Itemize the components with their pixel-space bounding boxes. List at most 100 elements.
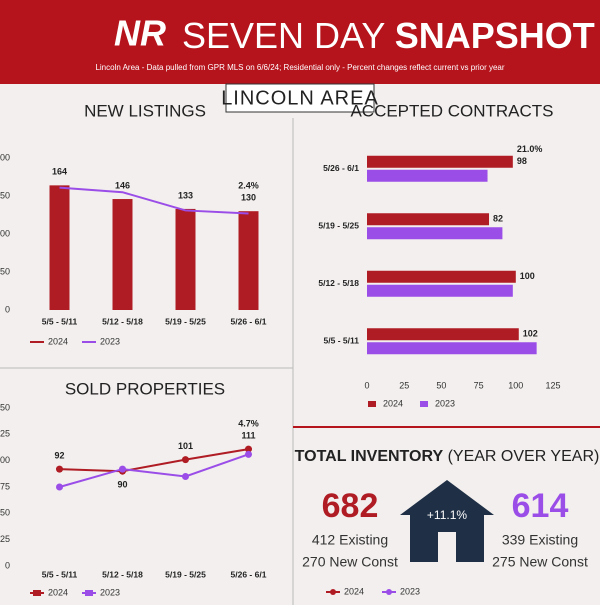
x-tick-label: 5/19 - 5/25 [165,316,206,326]
value-label: 102 [523,329,538,339]
annotation: 4.7% [238,418,259,428]
value-label: 146 [115,180,130,190]
bar [367,227,503,240]
legend-label: 2023 [100,587,120,597]
legend-label: 2024 [48,587,68,597]
bar [367,328,519,341]
value-label: 164 [52,167,67,177]
point [245,450,252,458]
inventory-title-light: (YEAR OVER YEAR) [448,448,600,465]
title: SEVEN DAY SNAPSHOT [182,15,595,56]
bar [49,185,70,310]
y-tick-label: 50 [0,508,10,518]
legend-label: 2023 [400,586,420,596]
value-label: 133 [178,190,193,200]
bar [367,284,513,297]
value-label: 111 [241,430,255,440]
x-tick-label: 25 [399,380,409,390]
x-tick-label: 5/19 - 5/25 [165,569,206,579]
bar [112,199,133,310]
x-tick-label: 100 [508,380,523,390]
inventory-new: 270 New Const [302,554,398,570]
legend-label: 2024 [344,586,364,596]
y-tick-label: 100 [0,455,10,465]
point [119,465,126,473]
y-tick-label: 5/26 - 6/1 [323,163,359,173]
y-tick-label: 25 [0,534,10,544]
x-tick-label: 5/12 - 5/18 [102,569,143,579]
line [59,186,249,215]
y-tick-label: 5/19 - 5/25 [318,221,359,231]
inventory-prior: 614 [512,487,569,525]
subtitle: Lincoln Area - Data pulled from GPR MLS … [95,63,504,72]
y-tick-label: 75 [0,481,10,491]
point [56,465,63,473]
point [182,456,189,464]
value-label: 82 [493,214,503,224]
x-tick-label: 5/5 - 5/11 [42,316,78,326]
value-label: 90 [117,480,127,490]
legend-swatch [330,589,336,595]
inventory-new: 275 New Const [492,554,588,570]
y-tick-label: 0 [5,304,10,314]
y-tick-label: 150 [0,402,10,412]
inventory-current: 682 [322,487,379,525]
inventory-title: TOTAL INVENTORY (YEAR OVER YEAR) [295,448,600,465]
legend-swatch [85,590,93,596]
y-tick-label: 200 [0,152,10,162]
inventory-existing: 339 Existing [502,532,578,548]
logo: NR [114,13,166,54]
y-tick-label: 125 [0,429,10,439]
y-tick-label: 5/12 - 5/18 [318,278,359,288]
legend-label: 2024 [48,336,68,346]
area-box [225,83,375,113]
x-tick-label: 125 [545,380,560,390]
point [56,483,63,491]
point [245,445,252,453]
annotation: 21.0% [517,144,543,154]
title-light: SEVEN DAY [182,15,385,56]
legend-swatch [368,401,376,407]
x-tick-label: 5/26 - 6/1 [231,316,267,326]
x-tick-label: 75 [474,380,484,390]
chart-title: SOLD PROPERTIES [65,379,225,398]
bar [367,213,490,226]
line [59,453,249,488]
annotation: 2.4% [238,181,259,191]
x-tick-label: 5/5 - 5/11 [42,569,78,579]
x-tick-label: 50 [436,380,446,390]
legend-label: 2024 [383,398,403,408]
inventory-existing: 412 Existing [312,532,388,548]
chart-title: NEW LISTINGS [84,101,206,120]
y-tick-label: 5/5 - 5/11 [324,336,360,346]
y-tick-label: 0 [5,560,10,570]
x-tick-label: 0 [364,380,369,390]
title-bold: SNAPSHOT [395,15,595,56]
value-label: 100 [520,271,535,281]
y-tick-label: 50 [0,266,10,276]
chart-title: ACCEPTED CONTRACTS [350,101,553,120]
bar [367,155,513,168]
value-label: 130 [241,193,256,203]
legend-swatch [420,401,428,407]
value-label: 98 [517,156,527,166]
bar [367,342,537,355]
house-icon [400,480,494,562]
point [182,472,189,480]
bar [238,211,259,310]
house-door [438,532,456,562]
bar [367,270,516,283]
x-tick-label: 5/26 - 6/1 [231,569,267,579]
legend-swatch [33,590,41,596]
value-label: 92 [54,450,64,460]
x-tick-label: 5/12 - 5/18 [102,316,143,326]
value-label: 101 [178,441,193,451]
y-tick-label: 100 [0,228,10,238]
bar [367,169,488,182]
inventory-title-bold: TOTAL INVENTORY [295,448,444,465]
y-tick-label: 150 [0,190,10,200]
bar [175,208,196,310]
area-label: LINCOLN AREA [221,87,379,109]
header-band [0,0,600,84]
